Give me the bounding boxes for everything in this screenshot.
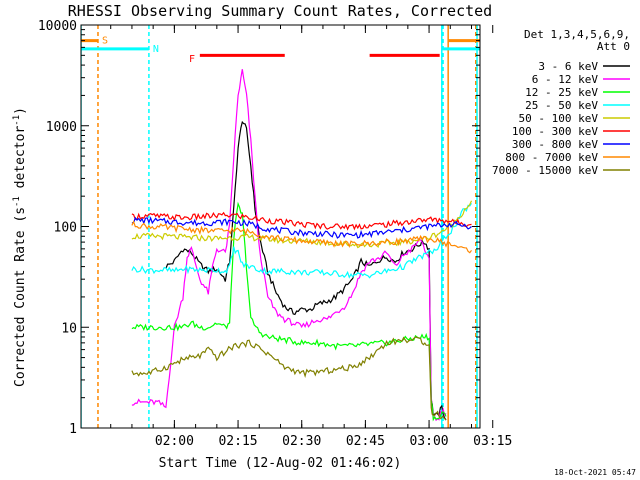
legend-label: 800 - 7000 keV (505, 151, 598, 164)
series-line-5 (131, 211, 472, 231)
legend-label: 50 - 100 keV (519, 112, 599, 125)
y-tick-label: 1000 (46, 120, 77, 135)
legend-label: 300 - 800 keV (512, 138, 598, 151)
flag-label-f: F (189, 54, 195, 65)
plot-area: S N F (81, 25, 480, 428)
series-line-7 (131, 220, 472, 254)
legend-label: 3 - 6 keV (538, 60, 598, 73)
flag-label-n: N (153, 44, 159, 55)
y-tick-label: 100 (54, 221, 77, 236)
x-tick-label: 02:30 (282, 434, 321, 449)
chart-title: RHESSI Observing Summary Count Rates, Co… (68, 2, 492, 20)
x-tick-label: 03:15 (473, 434, 512, 449)
axes: 1 10 100 1000 10000 02:00 02:15 02:30 02:45 03:00… (38, 19, 512, 449)
series-line-6 (131, 216, 472, 239)
series-line-4 (131, 200, 473, 249)
legend-label: 100 - 300 keV (512, 125, 598, 138)
x-tick-label: 02:45 (346, 434, 385, 449)
legend-title: Det 1,3,4,5,6,9, (524, 28, 630, 41)
legend-label: 7000 - 15000 keV (492, 164, 598, 177)
series-line-3 (131, 202, 473, 279)
x-axis-label: Start Time (12-Aug-02 01:46:02) (159, 456, 402, 471)
series-line-8 (131, 336, 447, 421)
y-axis-label: Corrected Count Rate (s-1 detector-1) (12, 107, 28, 387)
y-label-part3: ) (13, 107, 28, 115)
legend-label: 25 - 50 keV (525, 99, 598, 112)
y-label-part2: detector (13, 126, 28, 197)
flag-label-s: S (102, 35, 108, 46)
x-tick-label: 02:15 (218, 434, 257, 449)
series-line-2 (131, 201, 447, 422)
legend-subtitle: Att 0 (597, 40, 630, 53)
timestamp: 18-Oct-2021 05:47 (554, 468, 636, 477)
y-label-part1: Corrected Count Rate (s (13, 207, 28, 387)
x-tick-label: 03:00 (409, 434, 448, 449)
y-tick-label: 1 (69, 422, 77, 437)
y-tick-label: 10 (61, 321, 77, 336)
data-group: S N F (81, 25, 480, 428)
y-tick-label: 10000 (38, 19, 77, 34)
y-label-sup1: -1 (12, 196, 22, 207)
x-tick-label: 02:00 (155, 434, 194, 449)
y-label-sup2: -1 (12, 115, 22, 126)
legend-label: 6 - 12 keV (532, 73, 599, 86)
legend-label: 12 - 25 keV (525, 86, 598, 99)
